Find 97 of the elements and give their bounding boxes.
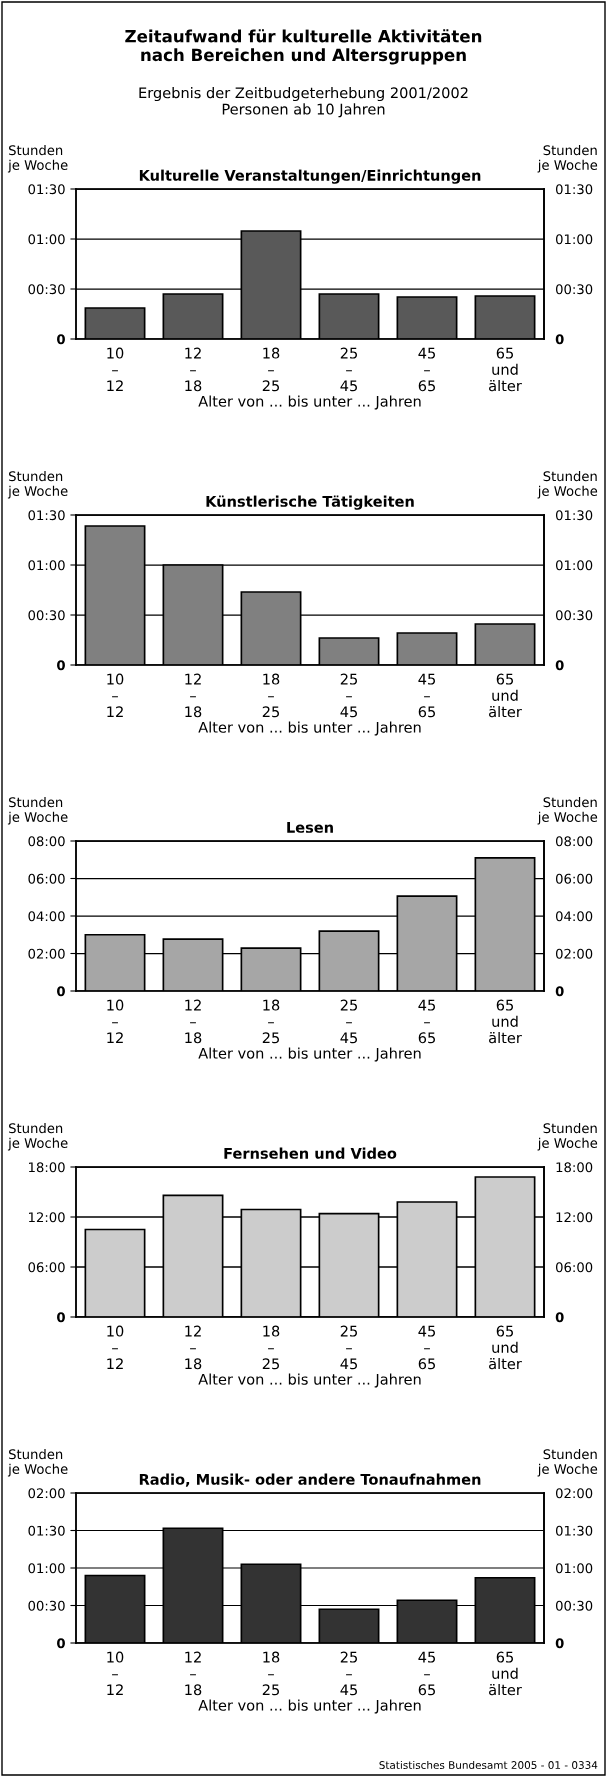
y2-tick-label: 04:00 — [555, 911, 593, 922]
x-tick-label: 65 und älter — [489, 999, 522, 1044]
x-tick-label: 10 – 12 — [107, 673, 124, 718]
x-tick-label: 12 – 18 — [185, 673, 202, 718]
x-tick-label: 10 – 12 — [107, 347, 124, 392]
text: Zeitaufwand für kulturelle Aktivitäten nach Bereichen und Altersgruppen — [125, 29, 482, 65]
y-tick-label: 06:00 — [28, 873, 65, 884]
y2-tick-label: 0 — [555, 334, 564, 345]
y-tick-label: 00:30 — [28, 284, 65, 295]
y-tick-label: 01:00 — [28, 234, 65, 245]
y-tick-label: 06:00 — [28, 1262, 65, 1273]
y-tick-label: 0 — [57, 1312, 65, 1323]
x-tick-label: 12 – 18 — [185, 1651, 202, 1696]
y2-axis-title: Stunden je Woche — [537, 144, 598, 173]
y2-tick-label: 02:00 — [555, 1488, 593, 1499]
x-tick-label: 65 und älter — [489, 347, 522, 392]
y-tick-label: 0 — [57, 986, 65, 997]
y-tick-label: 00:30 — [28, 610, 65, 621]
x-tick-label: 12 – 18 — [185, 347, 202, 392]
chart-title: Künstlerische Tätigkeiten — [206, 495, 414, 510]
x-tick-label: 12 – 18 — [185, 1325, 202, 1370]
y2-axis-title: Stunden je Woche — [537, 796, 598, 825]
y2-tick-label: 01:00 — [555, 560, 593, 571]
y2-tick-label: 0 — [555, 660, 564, 671]
chart-title: Fernsehen und Video — [224, 1147, 397, 1159]
y-tick-label: 01:30 — [28, 510, 65, 521]
text: Statistisches Bundesamt 2005 - 01 - 0334 — [379, 1760, 598, 1769]
y2-tick-label: 12:00 — [556, 1212, 593, 1223]
y2-tick-label: 0 — [555, 986, 564, 997]
x-tick-label: 45 – 65 — [418, 347, 435, 392]
y-tick-label: 0 — [57, 334, 65, 345]
y2-tick-label: 01:30 — [555, 1525, 593, 1536]
y-tick-label: 01:00 — [28, 1563, 65, 1574]
y-tick-label: 01:30 — [28, 1525, 65, 1536]
y2-tick-label: 01:00 — [555, 1563, 593, 1574]
y-axis-title: Stunden je Woche — [7, 144, 68, 173]
y-tick-label: 04:00 — [28, 911, 65, 922]
y2-axis-title: Stunden je Woche — [537, 1122, 598, 1151]
x-tick-label: 25 – 45 — [340, 673, 357, 718]
x-axis-title: Alter von ... bis unter ... Jahren — [198, 1699, 421, 1714]
y-tick-label: 01:00 — [28, 560, 65, 571]
y-axis-title: Stunden je Woche — [7, 1122, 68, 1151]
x-tick-label: 25 – 45 — [340, 1325, 357, 1370]
x-tick-label: 25 – 45 — [340, 1651, 357, 1696]
y-tick-label: 0 — [57, 1638, 65, 1649]
chart-title: Kulturelle Veranstaltungen/Einrichtungen — [139, 169, 481, 184]
y2-tick-label: 01:30 — [555, 510, 593, 521]
x-tick-label: 65 und älter — [489, 673, 522, 718]
y2-tick-label: 08:00 — [555, 836, 593, 847]
y-axis-title: Stunden je Woche — [7, 796, 68, 825]
y-tick-label: 02:00 — [28, 1488, 65, 1499]
y-tick-label: 0 — [57, 660, 65, 671]
x-tick-label: 25 – 45 — [340, 999, 357, 1044]
x-tick-label: 45 – 65 — [418, 1325, 435, 1370]
y-tick-label: 00:30 — [28, 1600, 65, 1611]
y2-tick-label: 06:00 — [555, 1262, 593, 1273]
x-tick-label: 18 – 25 — [262, 673, 280, 718]
y2-tick-label: 0 — [555, 1312, 564, 1323]
y2-axis-title: Stunden je Woche — [537, 470, 598, 499]
x-tick-label: 12 – 18 — [185, 999, 202, 1044]
text: Ergebnis der Zeitbudgeterhebung 2001/2002 Personen ab 10 Jahren — [139, 87, 468, 118]
x-tick-label: 65 und älter — [489, 1651, 522, 1696]
x-tick-label: 65 und älter — [489, 1325, 522, 1370]
y2-axis-title: Stunden je Woche — [537, 1448, 598, 1477]
y-tick-label: 12:00 — [29, 1212, 65, 1223]
x-axis-title: Alter von ... bis unter ... Jahren — [198, 721, 421, 736]
x-tick-label: 18 – 25 — [262, 999, 280, 1044]
y-tick-label: 18:00 — [29, 1162, 65, 1173]
y-tick-label: 01:30 — [28, 184, 65, 195]
y2-tick-label: 18:00 — [556, 1162, 593, 1173]
y2-tick-label: 0 — [555, 1638, 564, 1649]
chart-title: Radio, Musik- oder andere Tonaufnahmen — [139, 1473, 481, 1487]
y2-tick-label: 02:00 — [555, 948, 593, 959]
x-tick-label: 18 – 25 — [262, 347, 280, 392]
x-tick-label: 10 – 12 — [107, 999, 124, 1044]
x-tick-label: 45 – 65 — [418, 1651, 435, 1696]
y2-tick-label: 01:00 — [555, 234, 593, 245]
y2-tick-label: 06:00 — [555, 873, 593, 884]
y2-tick-label: 01:30 — [555, 184, 593, 195]
y2-tick-label: 00:30 — [555, 610, 593, 621]
x-axis-title: Alter von ... bis unter ... Jahren — [198, 1047, 421, 1062]
x-tick-label: 45 – 65 — [418, 673, 435, 718]
x-tick-label: 10 – 12 — [107, 1325, 124, 1370]
y2-tick-label: 00:30 — [555, 1600, 593, 1611]
x-tick-label: 18 – 25 — [262, 1651, 280, 1696]
y-tick-label: 08:00 — [28, 836, 65, 847]
y-axis-title: Stunden je Woche — [7, 1448, 68, 1477]
x-axis-title: Alter von ... bis unter ... Jahren — [198, 1373, 421, 1388]
x-tick-label: 10 – 12 — [107, 1651, 124, 1696]
x-tick-label: 25 – 45 — [340, 347, 357, 392]
y-tick-label: 02:00 — [28, 948, 65, 959]
y2-tick-label: 00:30 — [555, 284, 593, 295]
x-tick-label: 18 – 25 — [262, 1325, 280, 1370]
x-tick-label: 45 – 65 — [418, 999, 435, 1044]
x-axis-title: Alter von ... bis unter ... Jahren — [198, 395, 421, 410]
chart-title: Lesen — [287, 822, 333, 833]
y-axis-title: Stunden je Woche — [7, 470, 68, 499]
